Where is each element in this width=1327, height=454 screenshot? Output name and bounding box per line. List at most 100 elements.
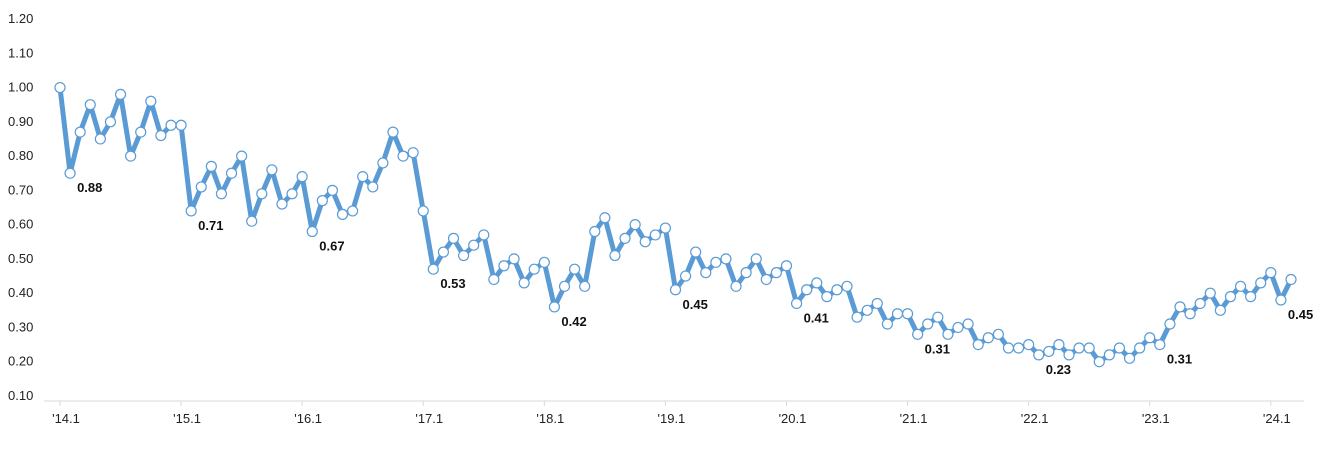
data-point xyxy=(700,267,712,279)
data-label: 0.42 xyxy=(561,314,586,329)
data-point xyxy=(266,164,278,176)
x-tick-label: '17.1 xyxy=(415,411,443,426)
y-tick-label: 0.70 xyxy=(8,182,33,197)
y-tick-label: 1.00 xyxy=(8,80,33,95)
data-point xyxy=(397,150,409,162)
data-point xyxy=(1194,297,1206,310)
data-point xyxy=(1174,301,1186,313)
data-point xyxy=(901,308,914,320)
data-label: 0.45 xyxy=(1288,307,1313,322)
x-tick-label: '15.1 xyxy=(173,411,201,426)
data-point xyxy=(962,318,974,330)
data-point xyxy=(1073,342,1085,354)
data-point xyxy=(64,167,76,179)
data-point xyxy=(710,256,722,268)
data-point xyxy=(256,188,268,200)
data-label: 0.88 xyxy=(77,180,102,195)
data-point xyxy=(599,212,611,224)
data-point xyxy=(1002,342,1015,354)
data-point xyxy=(1053,338,1065,351)
data-label: 0.41 xyxy=(804,310,829,325)
data-label: 0.31 xyxy=(1167,352,1192,367)
data-point xyxy=(1214,304,1226,316)
data-point xyxy=(407,147,419,159)
data-point xyxy=(367,181,379,193)
data-label: 0.67 xyxy=(319,238,344,253)
data-point xyxy=(629,219,641,231)
data-point xyxy=(1265,267,1277,279)
data-point xyxy=(1224,291,1237,303)
data-point xyxy=(891,308,904,320)
data-labels: 0.88 0.71 0.67 0.53 0.42 0.45 0.41 0.31 0.23 0.31… xyxy=(77,180,1313,377)
data-point xyxy=(1083,342,1095,354)
data-point xyxy=(326,184,339,196)
data-point xyxy=(1093,356,1105,368)
data-point xyxy=(528,263,540,275)
y-tick-label: 0.60 xyxy=(8,217,33,232)
data-point xyxy=(225,167,238,179)
data-point xyxy=(790,297,803,310)
data-point xyxy=(881,318,893,330)
data-point xyxy=(821,291,833,303)
data-point xyxy=(165,119,177,131)
data-point xyxy=(730,280,742,292)
data-point xyxy=(145,95,157,107)
data-point xyxy=(74,126,86,138)
data-point xyxy=(427,263,439,275)
data-point xyxy=(841,280,853,292)
data-point xyxy=(750,253,762,265)
data-point xyxy=(942,328,954,340)
data-point xyxy=(104,116,117,128)
data-point xyxy=(94,133,106,145)
data-label: 0.71 xyxy=(198,218,223,233)
data-point xyxy=(982,332,994,344)
x-tick-label: '14.1 xyxy=(52,411,80,426)
data-point xyxy=(649,229,661,241)
data-point xyxy=(236,150,248,162)
data-point xyxy=(306,225,318,238)
data-point xyxy=(639,236,651,248)
data-point xyxy=(336,208,349,220)
data-point xyxy=(851,311,863,323)
data-point xyxy=(548,301,561,313)
data-point xyxy=(861,304,873,316)
x-tick-label: '21.1 xyxy=(900,411,928,426)
y-tick-label: 1.10 xyxy=(8,45,33,60)
y-tick-label: 0.80 xyxy=(8,148,33,163)
data-point xyxy=(1043,345,1055,358)
data-point xyxy=(84,99,96,111)
y-tick-label: 1.20 xyxy=(8,11,33,26)
data-point xyxy=(1234,280,1247,292)
y-tick-label: 0.90 xyxy=(8,114,33,129)
x-tick-label: '19.1 xyxy=(658,411,686,426)
data-point xyxy=(437,246,450,258)
data-point xyxy=(1204,287,1216,299)
series-markers xyxy=(54,81,1297,368)
data-point xyxy=(417,205,429,217)
x-axis-tick-labels: '14.1 '15.1 '16.1 '17.1 '18.1 '19.1 '20.1 '21.1… xyxy=(52,411,1291,426)
data-point xyxy=(558,280,571,292)
data-point xyxy=(387,126,399,138)
data-point xyxy=(780,260,793,272)
data-point xyxy=(922,318,934,330)
data-point xyxy=(801,284,813,296)
data-point xyxy=(377,157,389,169)
data-point xyxy=(740,267,752,279)
data-point xyxy=(1063,349,1075,361)
data-point xyxy=(760,273,772,286)
data-point xyxy=(619,232,631,244)
y-axis-tick-labels: 0.10 0.20 0.30 0.40 0.50 0.60 0.70 0.80 0.90 1.00… xyxy=(8,11,33,403)
data-point xyxy=(1245,291,1257,303)
data-point xyxy=(1012,342,1025,354)
data-point xyxy=(1033,349,1045,361)
data-point xyxy=(831,284,843,296)
data-point xyxy=(932,311,944,323)
data-point xyxy=(659,222,672,234)
x-tick-label: '18.1 xyxy=(536,411,564,426)
data-point xyxy=(246,215,258,227)
data-label: 0.53 xyxy=(440,276,465,291)
x-tick-label: '23.1 xyxy=(1142,411,1170,426)
data-point xyxy=(175,119,187,131)
data-point xyxy=(135,126,147,138)
